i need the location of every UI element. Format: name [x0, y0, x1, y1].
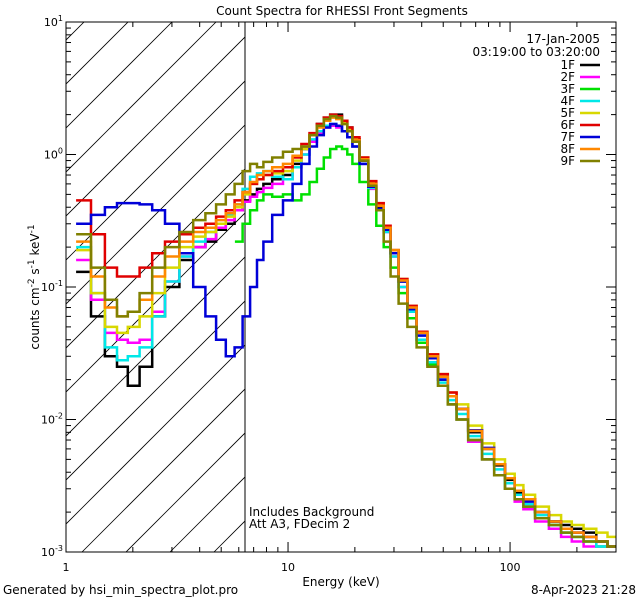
hatch-line: [81, 388, 245, 552]
y-tick-label: 101: [44, 14, 63, 29]
x-tick-label: 1: [63, 561, 70, 574]
legend-label-5F: 5F: [560, 106, 575, 120]
hatch-line: [66, 212, 245, 393]
y-tick-label: 10-2: [41, 412, 63, 427]
hatch-line: [66, 36, 245, 217]
legend-label-7F: 7F: [560, 130, 575, 144]
hatch-line: [125, 432, 245, 552]
y-label-exp-3: -1: [27, 224, 37, 233]
hatch-line: [66, 22, 173, 129]
legend-label-9F: 9F: [560, 154, 575, 168]
date-label: 17-Jan-2005: [526, 32, 600, 46]
legend-label-2F: 2F: [560, 70, 575, 84]
y-label-exp-1: -2: [27, 278, 37, 287]
y-tick-label: 10-1: [41, 279, 63, 294]
series-5F: [76, 114, 616, 539]
hatch-line: [66, 22, 217, 173]
footer-generator: Generated by hsi_min_spectra_plot.pro: [3, 583, 238, 597]
hatch-line: [66, 22, 129, 85]
legend-label-1F: 1F: [560, 58, 575, 72]
svg-text:counts cm-2 s-1 keV-1: counts cm-2 s-1 keV-1: [27, 224, 42, 349]
y-label-main: counts cm: [28, 287, 42, 349]
x-axis-label: Energy (keV): [302, 575, 379, 589]
time-range-label: 03:19:00 to 03:20:00: [473, 45, 600, 59]
hatch-line: [213, 520, 245, 552]
series-4F: [76, 122, 616, 548]
series-7F: [76, 122, 616, 548]
plot-frame: [65, 21, 617, 553]
hatch-line: [66, 124, 245, 305]
annotation-attenuator: Att A3, FDecim 2: [249, 517, 350, 531]
series-6F: [76, 113, 616, 548]
series-9F: [76, 114, 616, 548]
y-axis-label: counts cm-2 s-1 keV-1: [27, 224, 42, 349]
legend-label-8F: 8F: [560, 142, 575, 156]
series-layer: [76, 113, 616, 548]
series-8F: [76, 116, 616, 548]
y-label-exp-2: -1: [27, 259, 37, 268]
axes: 1 10 100 10-3 10-2 10-1 100 101: [41, 14, 617, 574]
x-tick-label: 100: [500, 561, 521, 574]
x-tick-label: 10: [281, 561, 295, 574]
hatch-line: [258, 0, 640, 552]
legend-label-3F: 3F: [560, 82, 575, 96]
hatch-line: [66, 256, 245, 437]
hatch-line: [66, 344, 245, 525]
y-tick-label: 100: [44, 147, 63, 162]
hatch-line: [66, 80, 245, 261]
legend-label-6F: 6F: [560, 118, 575, 132]
y-label-unit-1: s: [28, 268, 42, 274]
series-1F: [76, 113, 616, 548]
y-label-unit-2: keV: [28, 233, 42, 256]
hatch-line: [66, 300, 245, 481]
legend-label-4F: 4F: [560, 94, 575, 108]
chart-title: Count Spectra for RHESSI Front Segments: [216, 4, 468, 18]
annotation-background: Includes Background: [249, 505, 374, 519]
hatch-line: [302, 0, 640, 552]
series-2F: [76, 124, 616, 548]
footer-timestamp: 8-Apr-2023 21:28: [531, 583, 636, 597]
y-tick-label: 10-3: [41, 544, 63, 559]
